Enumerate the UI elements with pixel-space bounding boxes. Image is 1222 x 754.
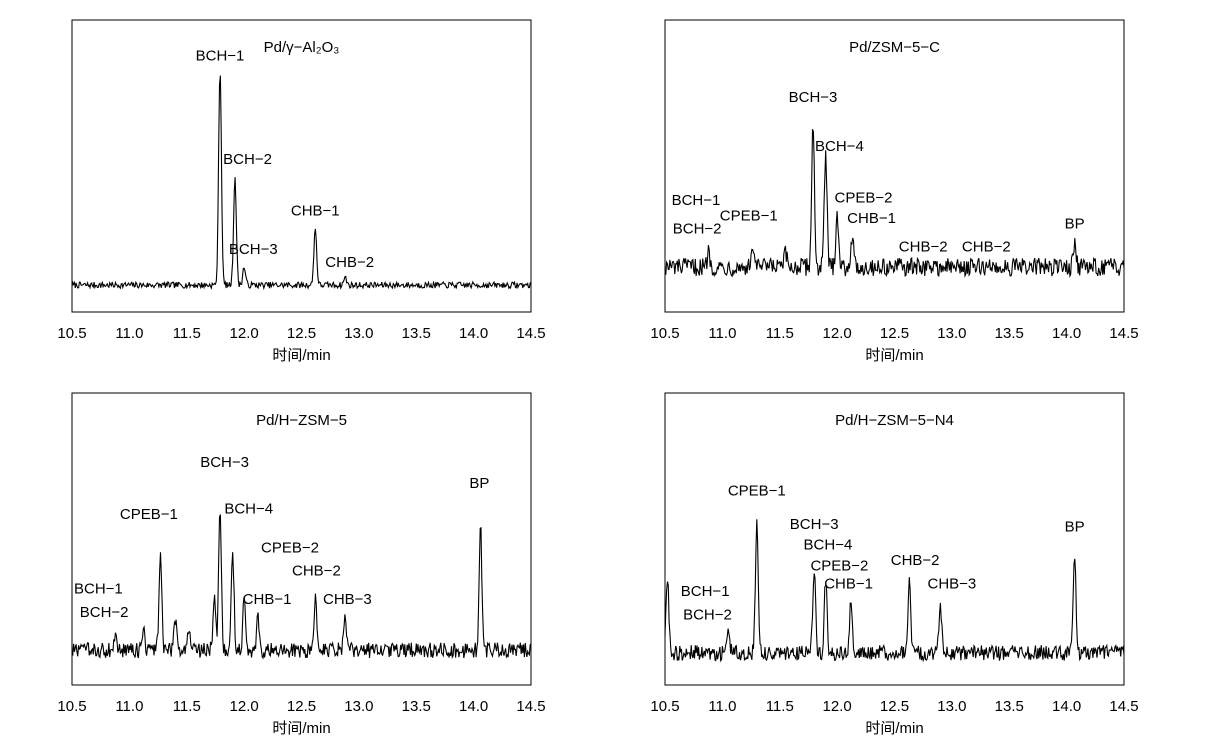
x-tick-label: 13.0: [344, 325, 373, 342]
peak-label: BCH−4: [224, 501, 273, 518]
peak-label: BP: [1065, 519, 1085, 536]
peak-label: BCH−4: [815, 138, 864, 155]
x-tick-label: 13.5: [402, 698, 431, 715]
peak-label: CHB−3: [927, 575, 976, 592]
peak-label: CPEB−1: [120, 506, 178, 523]
peak-label: CHB−3: [323, 591, 372, 608]
peak-label: BCH−3: [789, 89, 838, 106]
plot-frame: [71, 392, 532, 686]
x-tick-label: 11.5: [766, 698, 794, 715]
x-tick-label: 13.5: [995, 325, 1024, 342]
x-tick-label: 12.5: [880, 698, 909, 715]
peak-label: BCH−2: [673, 221, 722, 238]
peak-label: CHB−2: [325, 254, 374, 271]
x-tick-label: 13.5: [402, 325, 431, 342]
peak-label: BCH−1: [196, 48, 245, 65]
peak-label: CPEB−2: [261, 539, 319, 556]
peak-label: CPEB−2: [835, 190, 893, 207]
peak-label: BCH−4: [804, 537, 853, 554]
x-tick-label: 10.5: [650, 325, 679, 342]
peak-label: CHB−2: [962, 239, 1011, 256]
peak-label: BCH−2: [80, 604, 129, 621]
peak-label: BCH−3: [229, 241, 278, 258]
peak-label: BCH−2: [683, 606, 732, 623]
peak-label: CHB−1: [824, 575, 873, 592]
chromatogram-trace: [664, 129, 1125, 278]
chart-title: Pd/γ−Al₂O₃: [264, 39, 340, 56]
plot-frame: [71, 19, 532, 313]
chromatogram-trace: [71, 75, 532, 291]
peak-label: CHB−2: [891, 552, 940, 569]
chart-title: Pd/H−ZSM−5−N4: [835, 412, 954, 429]
x-axis-label: 时间/min: [272, 347, 330, 364]
peak-label: CPEB−1: [728, 483, 786, 500]
x-tick-label: 10.5: [57, 698, 86, 715]
x-tick-label: 11.5: [173, 325, 201, 342]
peak-label: BCH−3: [790, 516, 839, 533]
peak-label: BCH−1: [74, 581, 123, 598]
peak-label: CHB−2: [899, 239, 948, 256]
peak-label: BCH−2: [223, 151, 272, 168]
chromatogram-trace: [664, 519, 1125, 663]
x-tick-label: 14.0: [459, 698, 488, 715]
x-tick-label: 12.0: [823, 698, 852, 715]
chart-title: Pd/ZSM−5−C: [849, 39, 940, 56]
x-tick-label: 11.0: [115, 325, 143, 342]
peak-label: CPEB−2: [810, 557, 868, 574]
peak-label: CHB−1: [291, 202, 340, 219]
x-tick-label: 11.5: [173, 698, 201, 715]
plot-frame: [664, 392, 1125, 686]
panel-pd-h-zsm5: Pd/H−ZSM−5 BCH−1 BCH−2 CPEB−1 BCH−3 BCH−4 CPEB…: [57, 392, 546, 737]
peak-label: CHB−1: [243, 591, 292, 608]
panel-pd-gamma-al2o3: Pd/γ−Al₂O₃ BCH−1 BCH−2 BCH−3 CHB−1 CHB−2 10.5 1…: [57, 19, 546, 364]
x-tick-label: 14.5: [1109, 325, 1138, 342]
peak-label: CHB−2: [292, 563, 341, 580]
x-tick-label: 11.0: [708, 325, 736, 342]
x-axis-label: 时间/min: [865, 720, 923, 737]
x-tick-label: 13.0: [937, 325, 966, 342]
x-tick-label: 14.5: [1109, 698, 1138, 715]
peak-label: BCH−1: [681, 583, 730, 600]
x-tick-label: 12.0: [823, 325, 852, 342]
peak-label: BCH−1: [672, 192, 721, 209]
x-tick-label: 12.0: [230, 698, 259, 715]
x-tick-label: 14.0: [459, 325, 488, 342]
x-tick-label: 11.5: [766, 325, 794, 342]
x-axis-label: 时间/min: [865, 347, 923, 364]
peak-label: BCH−3: [200, 454, 249, 471]
x-tick-label: 11.0: [115, 698, 143, 715]
x-tick-label: 14.5: [516, 325, 545, 342]
peak-label: CPEB−1: [720, 208, 778, 225]
x-tick-label: 10.5: [650, 698, 679, 715]
x-tick-label: 12.5: [287, 325, 316, 342]
chromatogram-trace: [71, 514, 532, 660]
chart-title: Pd/H−ZSM−5: [256, 412, 347, 429]
x-tick-label: 14.0: [1052, 325, 1081, 342]
x-tick-label: 10.5: [57, 325, 86, 342]
x-tick-label: 14.5: [516, 698, 545, 715]
peak-label: BP: [1065, 215, 1085, 232]
peak-label: CHB−1: [847, 210, 896, 227]
x-tick-label: 12.5: [287, 698, 316, 715]
x-tick-label: 14.0: [1052, 698, 1081, 715]
x-tick-label: 11.0: [708, 698, 736, 715]
x-axis-label: 时间/min: [272, 720, 330, 737]
peak-label: BP: [469, 475, 489, 492]
plot-frame: [664, 19, 1125, 313]
x-tick-label: 13.0: [344, 698, 373, 715]
x-tick-label: 12.5: [880, 325, 909, 342]
x-tick-label: 13.0: [937, 698, 966, 715]
x-tick-label: 13.5: [995, 698, 1024, 715]
x-tick-label: 12.0: [230, 325, 259, 342]
